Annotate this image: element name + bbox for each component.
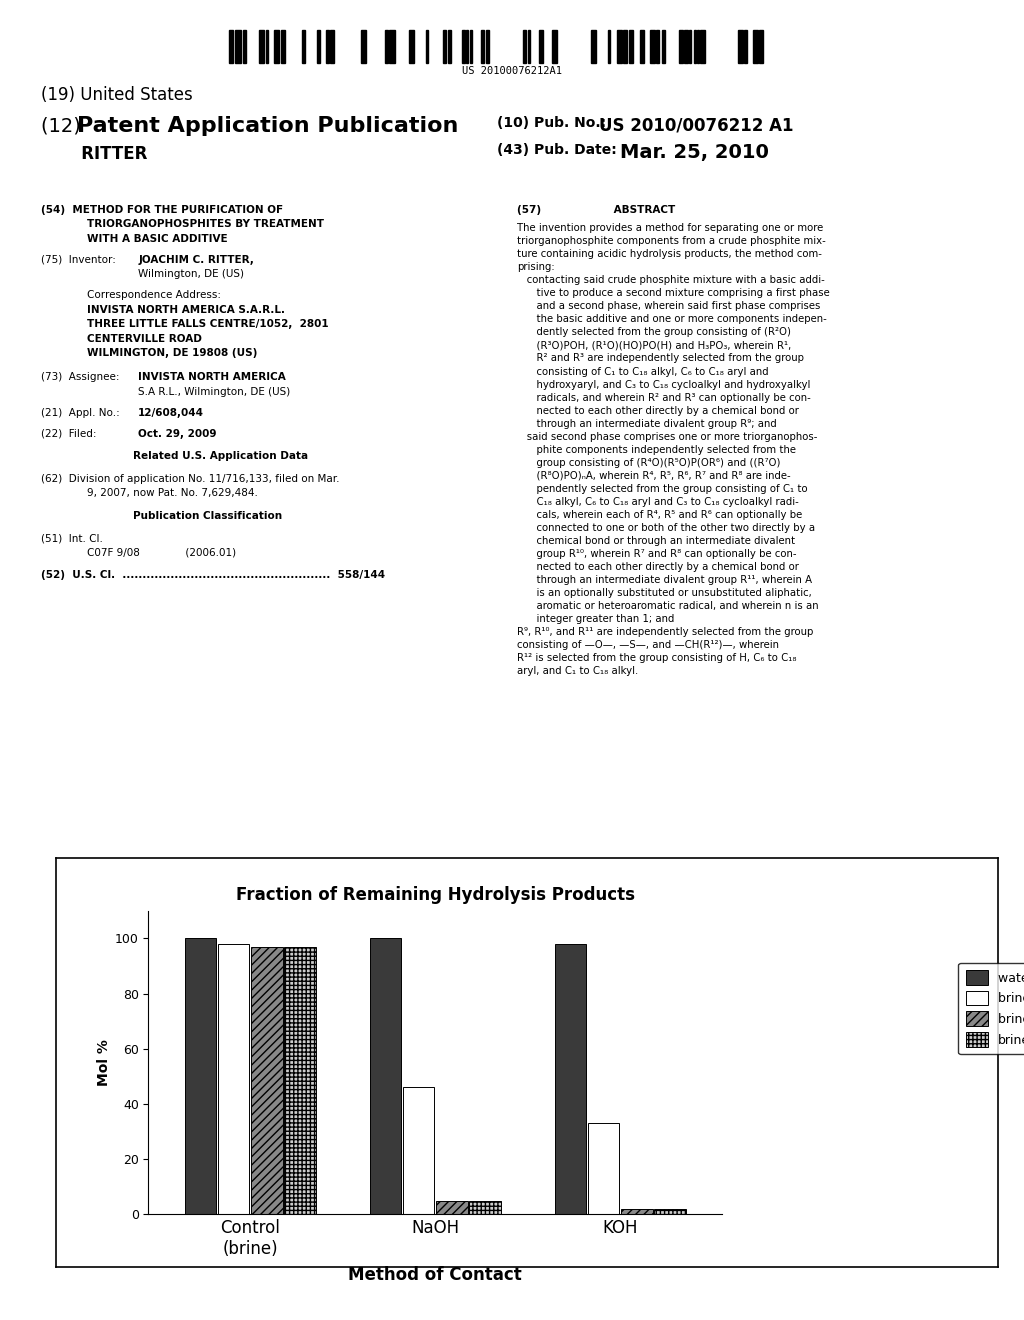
Bar	[259, 29, 264, 63]
Bar	[555, 944, 586, 1214]
Bar	[273, 29, 279, 63]
Bar	[370, 939, 401, 1214]
Y-axis label: Mol %: Mol %	[96, 1039, 111, 1086]
Bar	[389, 29, 395, 63]
Bar	[759, 29, 763, 63]
Bar	[753, 29, 758, 63]
Bar	[552, 29, 557, 63]
Text: 9, 2007, now Pat. No. 7,629,484.: 9, 2007, now Pat. No. 7,629,484.	[87, 488, 258, 499]
Bar	[737, 29, 742, 63]
Text: (75)  Inventor:: (75) Inventor:	[41, 255, 116, 265]
Bar	[655, 29, 659, 63]
Bar	[385, 29, 388, 63]
Bar	[449, 29, 451, 63]
Text: (10) Pub. No.:: (10) Pub. No.:	[497, 116, 606, 131]
Bar	[402, 1088, 434, 1214]
Bar	[470, 29, 472, 63]
Text: (51)  Int. Cl.: (51) Int. Cl.	[41, 533, 102, 544]
Text: (52)  U.S. Cl.  ....................................................  558/144: (52) U.S. Cl. ..........................…	[41, 570, 385, 581]
Bar	[301, 29, 305, 63]
Text: (54)  METHOD FOR THE PURIFICATION OF: (54) METHOD FOR THE PURIFICATION OF	[41, 205, 283, 215]
Bar	[443, 29, 445, 63]
Text: WITH A BASIC ADDITIVE: WITH A BASIC ADDITIVE	[87, 234, 227, 244]
Bar	[360, 29, 367, 63]
Bar	[228, 29, 232, 63]
Text: C07F 9/08              (2006.01): C07F 9/08 (2006.01)	[87, 548, 237, 558]
Text: (57)                    ABSTRACT: (57) ABSTRACT	[517, 205, 676, 215]
Bar	[527, 29, 530, 63]
Bar	[469, 1201, 501, 1214]
Bar	[523, 29, 525, 63]
Bar	[327, 29, 330, 63]
Bar	[623, 29, 627, 63]
Bar	[697, 29, 699, 63]
Text: (12): (12)	[41, 116, 87, 135]
Title: Fraction of Remaining Hydrolysis Products: Fraction of Remaining Hydrolysis Product…	[236, 886, 635, 904]
Bar	[654, 1209, 686, 1214]
Bar	[266, 29, 268, 63]
Text: S.A R.L., Wilmington, DE (US): S.A R.L., Wilmington, DE (US)	[138, 387, 291, 397]
Bar	[700, 29, 705, 63]
Bar	[649, 29, 655, 63]
Bar	[540, 29, 543, 63]
Bar	[629, 29, 633, 63]
Bar	[743, 29, 746, 63]
Text: Related U.S. Application Data: Related U.S. Application Data	[133, 451, 308, 462]
Text: US 20100076212A1: US 20100076212A1	[462, 66, 562, 77]
Text: (21)  Appl. No.:: (21) Appl. No.:	[41, 408, 120, 418]
Text: Mar. 25, 2010: Mar. 25, 2010	[620, 143, 768, 161]
Text: US 2010/0076212 A1: US 2010/0076212 A1	[599, 116, 794, 135]
Bar	[251, 946, 283, 1214]
Bar	[426, 29, 428, 63]
Text: (22)  Filed:: (22) Filed:	[41, 429, 96, 440]
Bar	[330, 29, 334, 63]
Text: Oct. 29, 2009: Oct. 29, 2009	[138, 429, 217, 440]
Bar	[281, 29, 286, 63]
Bar	[184, 939, 216, 1214]
Bar	[244, 29, 246, 63]
Bar	[588, 1123, 620, 1214]
Bar	[462, 29, 465, 63]
Bar	[591, 29, 596, 63]
Bar	[316, 29, 321, 63]
Bar	[485, 29, 489, 63]
Text: (73)  Assignee:: (73) Assignee:	[41, 372, 120, 383]
Bar	[679, 29, 683, 63]
Text: TRIORGANOPHOSPHITES BY TREATMENT: TRIORGANOPHOSPHITES BY TREATMENT	[87, 219, 324, 230]
Bar	[218, 944, 249, 1214]
Text: Patent Application Publication: Patent Application Publication	[77, 116, 458, 136]
Bar	[236, 29, 241, 63]
Text: JOACHIM C. RITTER,: JOACHIM C. RITTER,	[138, 255, 254, 265]
Text: Correspondence Address:: Correspondence Address:	[87, 290, 221, 301]
Bar	[607, 29, 610, 63]
Bar	[617, 29, 622, 63]
Text: The invention provides a method for separating one or more
triorganophosphite co: The invention provides a method for sepa…	[517, 223, 829, 676]
Bar	[684, 29, 688, 63]
Bar	[622, 1209, 652, 1214]
Text: (43) Pub. Date:: (43) Pub. Date:	[497, 143, 616, 157]
Text: INVISTA NORTH AMERICA S.A.R.L.: INVISTA NORTH AMERICA S.A.R.L.	[87, 305, 285, 315]
Bar	[689, 29, 691, 63]
Bar	[481, 29, 483, 63]
Bar	[662, 29, 665, 63]
Text: Publication Classification: Publication Classification	[133, 511, 283, 521]
Legend: water / NEt3, brine or base, brine or base, brine: water / NEt3, brine or base, brine or ba…	[958, 962, 1024, 1055]
Text: THREE LITTLE FALLS CENTRE/1052,  2801: THREE LITTLE FALLS CENTRE/1052, 2801	[87, 319, 329, 330]
Bar	[693, 29, 696, 63]
Bar	[436, 1201, 468, 1214]
X-axis label: Method of Contact: Method of Contact	[348, 1266, 522, 1284]
Bar	[640, 29, 644, 63]
Text: (62)  Division of application No. 11/716,133, filed on Mar.: (62) Division of application No. 11/716,…	[41, 474, 340, 484]
Text: Wilmington, DE (US): Wilmington, DE (US)	[138, 269, 245, 280]
Text: 12/608,044: 12/608,044	[138, 408, 204, 418]
Bar	[410, 29, 414, 63]
Text: WILMINGTON, DE 19808 (US): WILMINGTON, DE 19808 (US)	[87, 348, 257, 359]
Bar	[466, 29, 468, 63]
Text: CENTERVILLE ROAD: CENTERVILLE ROAD	[87, 334, 202, 345]
Text: (19) United States: (19) United States	[41, 86, 193, 104]
Bar	[285, 946, 315, 1214]
Text: RITTER: RITTER	[41, 145, 147, 164]
Text: INVISTA NORTH AMERICA: INVISTA NORTH AMERICA	[138, 372, 286, 383]
